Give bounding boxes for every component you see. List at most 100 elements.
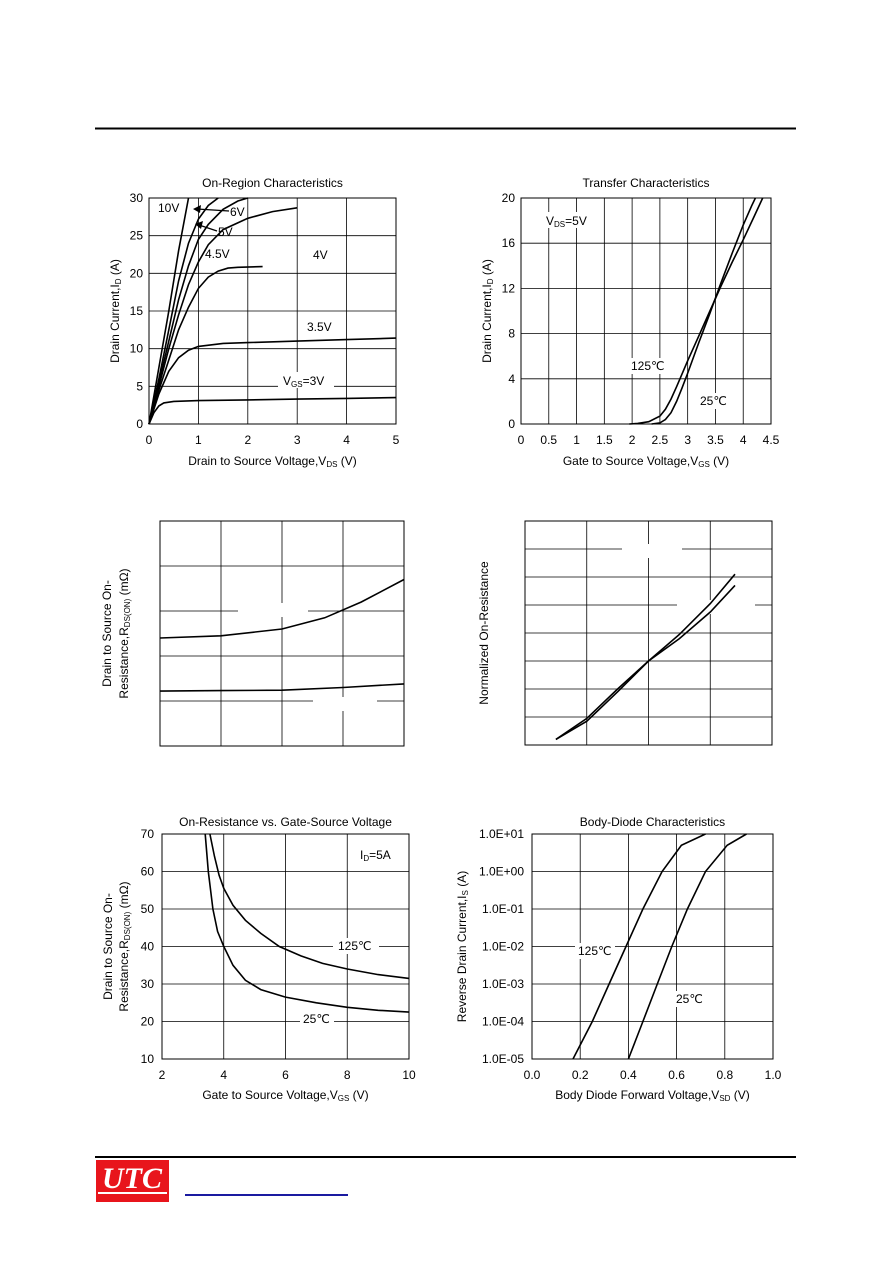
c2-label-vds: VDS=5V [546,214,587,229]
c1-label-35v: 3.5V [307,320,332,334]
c5-y-tick: 50 [141,902,155,916]
c3-y-label-line2: Resistance,RDS(ON) (mΩ) [117,568,132,698]
c1-label-mask-vgs [278,372,334,388]
c1-label-4v: 4V [313,248,328,262]
c1-x-tick: 3 [294,433,301,447]
utc-logo-background [96,1160,169,1202]
c5-y-label-line2: Resistance,RDS(ON) (mΩ) [117,881,132,1011]
c5-x-tick: 6 [282,1068,289,1082]
c5-y-tick: 40 [141,940,155,954]
c5-title: On-Resistance vs. Gate-Source Voltage [179,815,392,829]
c5-label-id: ID=5A [360,848,391,863]
c1-arrow-5v [198,224,218,232]
c6-series-2 [627,833,747,1060]
c1-title: On-Region Characteristics [202,176,343,190]
c6-x-tick: 0.0 [524,1068,541,1082]
c6-y-tick: 1.0E-03 [482,977,524,991]
c2-x-tick: 4.5 [763,433,780,447]
utc-logo: UTC [96,1160,169,1202]
c2-label-mask-vds [540,212,596,228]
c2-x-tick: 3.5 [707,433,724,447]
c6-y-tick: 1.0E-01 [482,902,524,916]
c5-y-label-line1: Drain to Source On- [101,893,115,1000]
c2-y-label: Drain Current,ID (A) [480,259,495,363]
c2-x-tick: 1 [573,433,580,447]
c1-series-1 [148,197,190,425]
c6-title: Body-Diode Characteristics [580,815,725,829]
on-resistance-vs-drain-current-chart: Drain to Source On- Resistance,RDS(ON) (m… [100,520,405,747]
c4-label-mask-a [622,544,682,558]
c6-label-125c: 125℃ [578,944,612,958]
c1-label-6v: 6V [230,205,245,219]
c1-arrowhead-6v [193,205,201,213]
c1-series-4 [148,207,298,425]
c6-y-tick: 1.0E+01 [479,827,524,841]
utc-logo-text: UTC [102,1162,163,1195]
c5-x-tick: 8 [344,1068,351,1082]
c3-y-label-line1: Drain to Source On- [100,580,114,687]
c5-x-tick: 10 [402,1068,416,1082]
c6-y-tick: 1.0E-05 [482,1052,524,1066]
c2-y-tick: 12 [502,281,516,295]
c1-arrowhead-5v [195,221,203,229]
c1-series-3 [148,197,249,425]
c2-label-25c: 25℃ [700,394,727,408]
on-resistance-vs-gate-source-chart: 2 4 6 8 10 10 20 30 40 50 60 70 On-Resistance vs. Ga… [101,815,416,1103]
c3-frame [159,520,405,747]
c5-series-1 [209,833,410,980]
c3-label-mask-b [313,697,377,711]
c6-label-25c: 25℃ [676,992,703,1006]
c1-x-tick: 2 [244,433,251,447]
c1-x-tick: 0 [146,433,153,447]
c4-series-1 [555,573,736,741]
c6-y-tick: 1.0E-02 [482,940,524,954]
c1-label-10v: 10V [158,201,179,215]
normalized-on-resistance-chart: Normalized On-Resistance [477,520,773,746]
c2-label-mask-25 [697,393,731,409]
c2-title: Transfer Characteristics [583,176,710,190]
c1-y-tick: 15 [130,304,144,318]
c1-x-label: Drain to Source Voltage,VDS (V) [188,454,357,469]
c1-series-5 [148,265,263,425]
c5-y-tick: 70 [141,827,155,841]
c1-series-7 [148,396,397,425]
c6-series-1 [572,833,706,1060]
c1-label-mask-45v [202,248,242,262]
c2-x-tick: 2 [629,433,636,447]
c6-y-label: Reverse Drain Current,IS (A) [455,871,470,1022]
c1-arrow-6v [196,208,230,212]
c1-y-label: Drain Current,ID (A) [108,259,123,363]
c1-label-45v: 4.5V [205,247,230,261]
c5-label-mask-25 [300,1011,334,1027]
c1-x-tick: 4 [343,433,350,447]
c2-x-tick: 1.5 [596,433,613,447]
c6-x-tick: 0.2 [572,1068,589,1082]
c2-frame [520,197,772,425]
c4-frame [524,520,773,746]
c1-series-6 [148,337,397,425]
c2-series-2 [651,197,757,425]
c5-x-tick: 2 [159,1068,166,1082]
c1-y-tick: 10 [130,342,144,356]
c5-y-tick: 30 [141,977,155,991]
c1-label-5v: 5V [218,225,233,239]
c2-x-tick: 0 [518,433,525,447]
c6-y-tick: 1.0E-04 [482,1015,524,1029]
c5-series-2 [204,833,410,1013]
c1-y-tick: 0 [136,417,143,431]
c1-y-tick: 5 [136,379,143,393]
c3-label-mask-a [238,603,308,617]
c2-y-tick: 0 [508,417,515,431]
c5-frame [161,833,410,1060]
c3-series-2 [159,683,405,692]
c3-series-1 [159,578,405,639]
c2-x-tick: 0.5 [540,433,557,447]
c6-x-tick: 0.4 [620,1068,637,1082]
c6-x-tick: 0.6 [668,1068,685,1082]
c1-y-tick: 25 [130,229,144,243]
c6-x-label: Body Diode Forward Voltage,VSD (V) [555,1088,750,1103]
c5-y-tick: 60 [141,865,155,879]
c1-frame [148,197,397,425]
c6-y-tick: 1.0E+00 [479,865,524,879]
